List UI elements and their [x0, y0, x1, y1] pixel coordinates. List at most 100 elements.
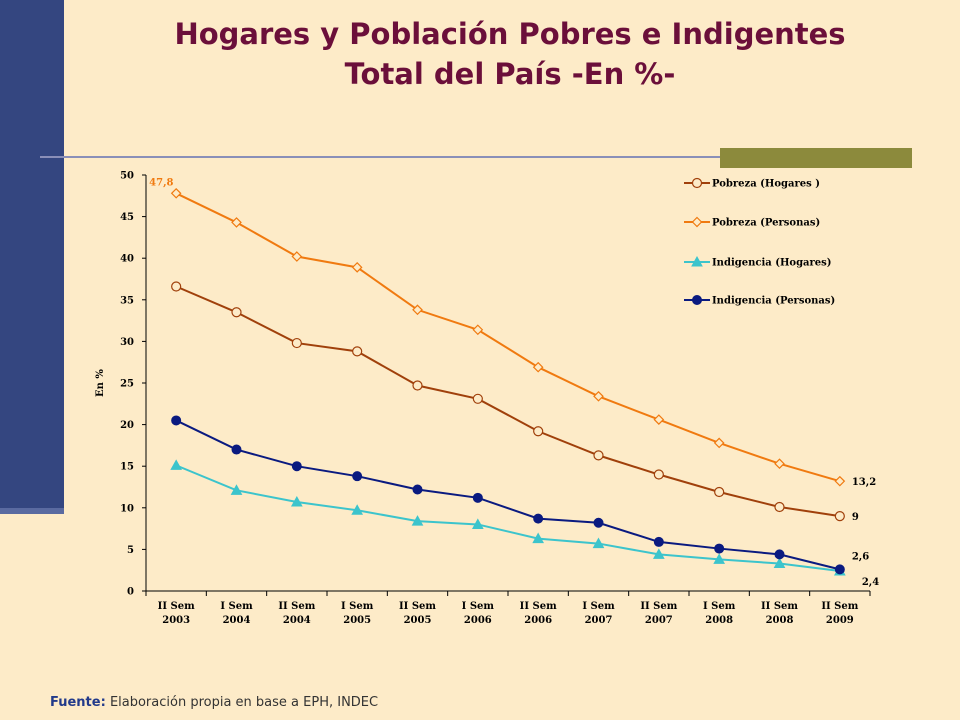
data-point: [290, 495, 303, 507]
legend-label: Pobreza (Personas): [712, 218, 820, 229]
x-tick-label: I Sem: [220, 601, 253, 612]
y-tick-label: 10: [120, 503, 134, 514]
data-point: [533, 426, 544, 437]
data-point: [472, 393, 483, 404]
data-point: [532, 361, 544, 373]
data-point: [352, 346, 363, 357]
data-label: 2,6: [852, 551, 869, 562]
data-point: [714, 543, 725, 554]
data-point: [171, 415, 182, 426]
data-point: [593, 390, 604, 402]
x-tick-label: 2004: [283, 615, 311, 626]
data-point: [713, 553, 726, 564]
data-point: [411, 515, 424, 526]
x-tick-label: II Sem: [821, 601, 858, 612]
data-point: [291, 337, 302, 349]
data-label: 13,2: [852, 477, 876, 488]
data-point: [170, 187, 182, 199]
x-tick-label: 2006: [524, 615, 552, 626]
x-tick-label: 2006: [464, 615, 492, 626]
legend-marker: [692, 295, 702, 305]
data-point: [653, 469, 664, 480]
data-point: [774, 458, 785, 470]
title-divider: [40, 156, 912, 158]
data-point: [231, 444, 242, 455]
y-tick-label: 40: [120, 254, 134, 265]
x-tick-label: I Sem: [462, 601, 495, 612]
x-tick-label: II Sem: [158, 601, 195, 612]
data-point: [230, 484, 243, 495]
data-point: [592, 537, 605, 549]
x-tick-label: 2008: [705, 615, 733, 626]
page-title: Hogares y Población Pobres e Indigentes: [174, 17, 846, 51]
y-tick-label: 30: [120, 337, 134, 348]
x-tick-label: 2005: [343, 615, 371, 626]
x-tick-label: II Sem: [761, 601, 798, 612]
page-subtitle: Total del País -En %-: [344, 57, 676, 91]
x-tick-label: 2004: [223, 615, 251, 626]
data-point: [472, 492, 483, 503]
y-tick-label: 25: [120, 379, 134, 390]
data-point: [412, 380, 423, 391]
y-tick-label: 15: [120, 462, 134, 473]
legend-label: Indigencia (Hogares): [712, 258, 832, 269]
x-tick-label: I Sem: [582, 601, 615, 612]
data-point: [351, 504, 364, 515]
data-point: [471, 518, 484, 529]
sidebar-decoration: [0, 0, 64, 512]
data-point: [412, 304, 423, 316]
data-point: [713, 437, 725, 449]
data-point: [653, 536, 664, 547]
data-point: [291, 251, 303, 262]
data-point: [412, 484, 423, 495]
x-tick-label: I Sem: [703, 601, 736, 612]
x-tick-label: 2009: [826, 615, 854, 626]
data-point: [774, 501, 785, 513]
y-tick-label: 20: [120, 420, 134, 431]
data-point: [593, 517, 604, 528]
data-point: [834, 564, 845, 575]
y-tick-label: 45: [120, 212, 134, 223]
data-point: [352, 471, 363, 482]
x-tick-label: II Sem: [278, 601, 315, 612]
y-tick-label: 50: [120, 171, 134, 182]
data-label: 47,8: [149, 177, 173, 188]
data-point: [291, 461, 302, 472]
y-tick-label: 0: [127, 587, 134, 598]
x-tick-label: II Sem: [640, 601, 677, 612]
data-point: [532, 532, 545, 544]
y-tick-label: 35: [120, 295, 134, 306]
legend-marker: [691, 255, 703, 267]
y-axis-title: En %: [95, 369, 106, 397]
data-point: [653, 414, 665, 425]
data-point: [170, 459, 183, 470]
source-label: Fuente:: [50, 695, 106, 710]
sidebar-shadow: [0, 508, 64, 514]
data-point: [533, 513, 544, 524]
data-point: [231, 217, 242, 228]
data-point: [834, 475, 846, 487]
data-point: [593, 450, 604, 461]
series-line: [175, 192, 841, 483]
x-tick-label: 2007: [645, 615, 673, 626]
y-tick-label: 5: [127, 545, 134, 556]
x-tick-label: II Sem: [399, 601, 436, 612]
data-point: [652, 548, 665, 559]
legend-label: Pobreza (Hogares ): [712, 179, 820, 190]
data-point: [472, 324, 484, 336]
series-line: [175, 464, 840, 573]
series-line: [175, 285, 840, 518]
data-point: [774, 549, 785, 560]
x-tick-label: I Sem: [341, 601, 374, 612]
series-line: [175, 419, 841, 571]
x-tick-label: II Sem: [520, 601, 557, 612]
legend-marker: [691, 216, 703, 228]
x-tick-label: 2005: [404, 615, 432, 626]
x-tick-label: 2007: [585, 615, 613, 626]
source-text: Elaboración propia en base a EPH, INDEC: [109, 695, 379, 710]
x-tick-label: 2008: [766, 615, 794, 626]
accent-bar: [720, 148, 912, 168]
x-tick-label: 2003: [162, 615, 190, 626]
source-note: Fuente: Elaboración propia en base a EPH…: [50, 695, 378, 710]
